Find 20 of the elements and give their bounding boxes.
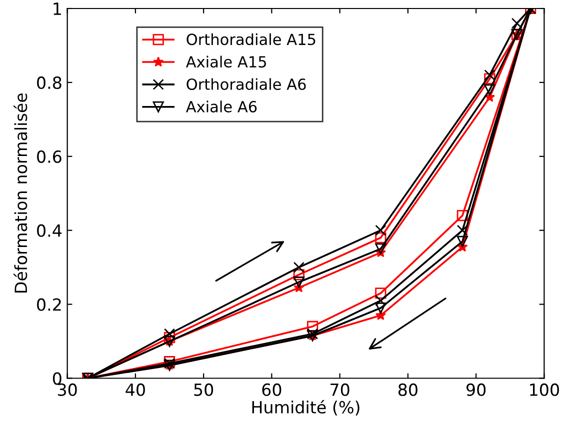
x-tick-label: 30 xyxy=(58,383,77,396)
legend-label: Orthoradiale A6 xyxy=(186,78,306,90)
y-tick-label: 0.2 xyxy=(37,298,61,311)
x-tick-label: 70 xyxy=(330,383,350,396)
y-tick-label: 0.4 xyxy=(37,224,62,237)
legend-label: Axiale A6 xyxy=(186,100,257,112)
x-tick-label: 100 xyxy=(530,383,559,396)
x-tick-label: 40 xyxy=(126,383,145,396)
x-tick-label: 90 xyxy=(466,383,486,396)
x-tick-label: 80 xyxy=(398,383,418,396)
x-tick-label: 50 xyxy=(194,383,214,396)
x-axis-title: Humidité (%) xyxy=(252,400,360,416)
legend-label: Axiale A15 xyxy=(186,56,266,68)
y-tick-label: 0.6 xyxy=(37,150,62,163)
y-tick-label: 0.8 xyxy=(37,76,62,90)
legend-label: Orthoradiale A15 xyxy=(186,33,316,46)
x-tick-label: 60 xyxy=(262,383,282,396)
y-tick-label: 0 xyxy=(52,372,62,385)
y-axis-title: Déformation normalisée xyxy=(14,93,28,293)
y-tick-label: 1 xyxy=(54,2,61,15)
